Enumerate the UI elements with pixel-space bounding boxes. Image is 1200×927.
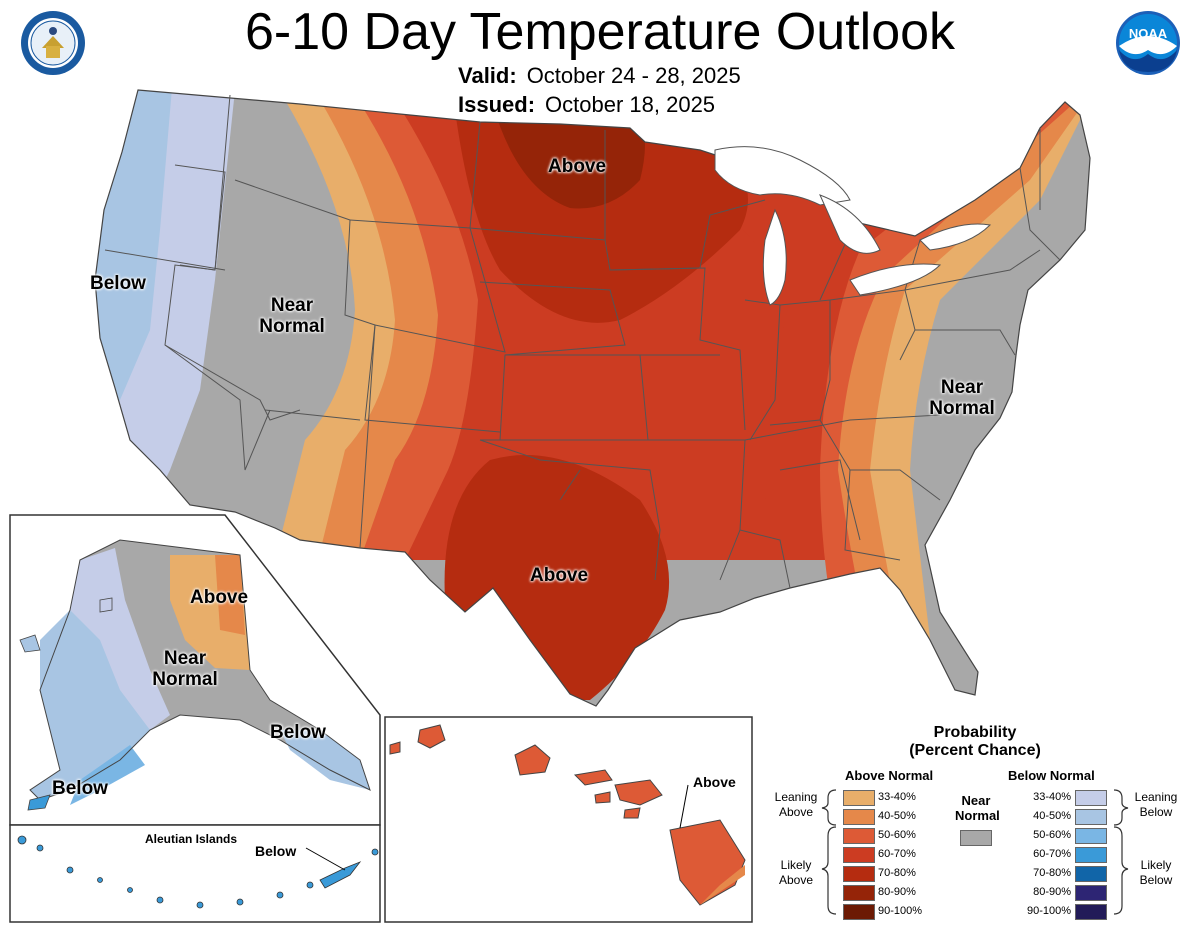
west-near-line1: Near bbox=[270, 295, 314, 316]
legend-near-normal-swatch bbox=[960, 830, 992, 846]
state-borders bbox=[94, 89, 1091, 707]
west-near-line2: Normal bbox=[259, 316, 325, 337]
issued-date: Issued: October 18, 2025 bbox=[458, 92, 715, 118]
noaa-logo-text: NOAA bbox=[1129, 26, 1168, 41]
likely-below-line1: Likely bbox=[1140, 858, 1172, 872]
legend-below-swatch-2 bbox=[1075, 828, 1107, 844]
legend-below-range-0: 33-40% bbox=[1033, 791, 1071, 803]
leaning-below-line2: Below bbox=[1139, 805, 1173, 819]
alaska-near-normal-label: Near Normal bbox=[135, 648, 235, 690]
legend-above-swatch-4 bbox=[843, 866, 875, 882]
legend-below-swatch-0 bbox=[1075, 790, 1107, 806]
legend-likely-above: Likely Above bbox=[768, 858, 824, 888]
noaa-logo: NOAA bbox=[1116, 11, 1180, 75]
alaska-se-below-label: Below bbox=[270, 722, 326, 743]
east-near-normal-label: Near Normal bbox=[922, 377, 1002, 419]
alaska-inset bbox=[9, 514, 381, 923]
valid-label: Valid: bbox=[458, 63, 517, 88]
legend-above-swatch-2 bbox=[843, 828, 875, 844]
hawaii-above-label: Above bbox=[693, 774, 736, 790]
leaning-above-line1: Leaning bbox=[774, 790, 818, 804]
likely-below-line2: Below bbox=[1139, 873, 1173, 887]
alaska-sw-below-label: Below bbox=[52, 778, 108, 799]
map-title: 6-10 Day Temperature Outlook bbox=[244, 3, 956, 61]
leaning-below-line1: Leaning bbox=[1134, 790, 1178, 804]
legend-above-swatch-1 bbox=[843, 809, 875, 825]
likely-above-line1: Likely bbox=[780, 858, 812, 872]
legend-above-swatch-6 bbox=[843, 904, 875, 920]
legend-leaning-above: Leaning Above bbox=[768, 790, 824, 820]
legend-above-range-5: 80-90% bbox=[878, 886, 916, 898]
legend-near-line1: Near bbox=[961, 793, 991, 808]
west-below-label: Below bbox=[90, 273, 146, 294]
alaska-near-line1: Near bbox=[163, 648, 207, 669]
east-near-line2: Normal bbox=[929, 398, 995, 419]
legend-below-range-1: 40-50% bbox=[1033, 810, 1071, 822]
alaska-near-line2: Normal bbox=[152, 669, 218, 690]
legend-below-swatch-6 bbox=[1075, 904, 1107, 920]
legend-below-range-2: 50-60% bbox=[1033, 829, 1071, 841]
legend-above-range-6: 90-100% bbox=[878, 905, 923, 917]
legend-below-swatch-1 bbox=[1075, 809, 1107, 825]
commerce-seal-logo bbox=[21, 11, 85, 75]
legend-above-range-3: 60-70% bbox=[878, 848, 916, 860]
alaska-above-label: Above bbox=[190, 587, 249, 608]
issued-value: October 18, 2025 bbox=[545, 92, 716, 117]
legend-below-swatch-3 bbox=[1075, 847, 1107, 863]
likely-above-line2: Above bbox=[778, 873, 814, 887]
legend-below-range-5: 80-90% bbox=[1033, 886, 1071, 898]
great-lakes bbox=[714, 146, 992, 306]
legend-title: Probability (Percent Chance) bbox=[880, 724, 1070, 760]
legend-above-header: Above Normal bbox=[845, 768, 934, 783]
legend-above-range-2: 50-60% bbox=[878, 829, 916, 841]
west-near-normal-label: Near Normal bbox=[252, 295, 332, 337]
legend-below-header: Below Normal bbox=[1008, 768, 1095, 783]
issued-label: Issued: bbox=[458, 92, 536, 117]
legend-title-line1: Probability bbox=[933, 724, 1017, 741]
aleutian-chain bbox=[17, 835, 379, 909]
south-above-label: Above bbox=[530, 565, 589, 586]
legend-above-range-4: 70-80% bbox=[878, 867, 916, 879]
legend-below-range-6: 90-100% bbox=[1026, 905, 1071, 917]
aleutian-below-label: Below bbox=[255, 843, 297, 859]
legend-title-line2: (Percent Chance) bbox=[909, 742, 1041, 759]
legend-above-range-0: 33-40% bbox=[878, 791, 916, 803]
legend-above-swatch-5 bbox=[843, 885, 875, 901]
valid-dates: Valid: October 24 - 28, 2025 bbox=[458, 63, 741, 89]
legend-leaning-below: Leaning Below bbox=[1128, 790, 1184, 820]
legend-above-range-1: 40-50% bbox=[878, 810, 916, 822]
legend-likely-below: Likely Below bbox=[1128, 858, 1184, 888]
hawaii-inset bbox=[384, 716, 753, 923]
legend-near-normal: Near Normal bbox=[955, 793, 1000, 823]
legend-below-range-3: 60-70% bbox=[1033, 848, 1071, 860]
north-above-label: Above bbox=[548, 156, 607, 177]
leaning-above-line2: Above bbox=[778, 805, 814, 819]
legend-above-swatch-0 bbox=[843, 790, 875, 806]
legend-below-range-4: 70-80% bbox=[1033, 867, 1071, 879]
legend-above-swatch-3 bbox=[843, 847, 875, 863]
east-near-line1: Near bbox=[940, 377, 984, 398]
aleutian-islands-title: Aleutian Islands bbox=[145, 832, 238, 846]
legend-below-swatch-4 bbox=[1075, 866, 1107, 882]
valid-value: October 24 - 28, 2025 bbox=[526, 63, 741, 88]
legend-below-swatch-5 bbox=[1075, 885, 1107, 901]
legend-near-line2: Normal bbox=[955, 808, 1000, 823]
